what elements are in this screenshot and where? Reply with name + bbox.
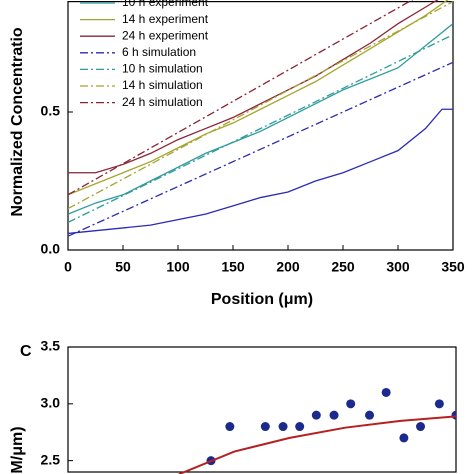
plot-area [68,0,453,237]
plot-area [178,387,456,474]
legend-label: 24 h experiment [122,28,209,42]
point [278,422,288,432]
x-tick-label: 350 [441,259,465,275]
y-tick-label: 2.5 [41,451,61,467]
y-tick-label: 3.5 [41,338,61,354]
plot-frame [67,346,457,473]
panel-label: C [20,343,32,360]
y-axis-label: M/μm) [9,426,26,473]
point [295,422,305,432]
point [416,422,426,432]
y-axis-label: Normalized Concentratio [9,27,26,217]
line [68,0,449,196]
x-tick-label: 100 [166,259,190,275]
point [365,410,375,420]
point [434,399,444,409]
y-tick-label: 0.5 [41,103,61,119]
point [346,399,356,409]
fit-curve [178,415,456,474]
legend-label: 14 h experiment [122,12,209,26]
x-tick-label: 150 [221,259,245,275]
x-tick-label: 300 [386,259,410,275]
line [68,0,414,196]
y-tick-label: 0.0 [41,241,61,257]
point [260,422,270,432]
point [399,433,409,443]
legend-label: 14 h simulation [122,78,203,92]
line [68,1,453,210]
line [68,108,453,235]
line [68,0,439,174]
x-tick-label: 0 [64,259,72,275]
x-axis-label: Position (μm) [211,291,313,308]
line [68,34,453,223]
legend-label: 6 h simulation [122,45,196,59]
line [68,23,453,215]
line [68,61,453,237]
point [225,422,235,432]
y-tick-label: 3.0 [41,395,61,411]
point [311,410,321,420]
point [329,410,339,420]
point [451,410,456,420]
legend-label: 10 h experiment [122,0,209,9]
x-tick-label: 200 [276,259,300,275]
legend-label: 24 h simulation [122,95,203,109]
x-tick-label: 250 [331,259,355,275]
point [381,387,391,397]
plot-frame [67,0,454,251]
x-tick-label: 50 [115,259,131,275]
legend-label: 10 h simulation [122,62,203,76]
